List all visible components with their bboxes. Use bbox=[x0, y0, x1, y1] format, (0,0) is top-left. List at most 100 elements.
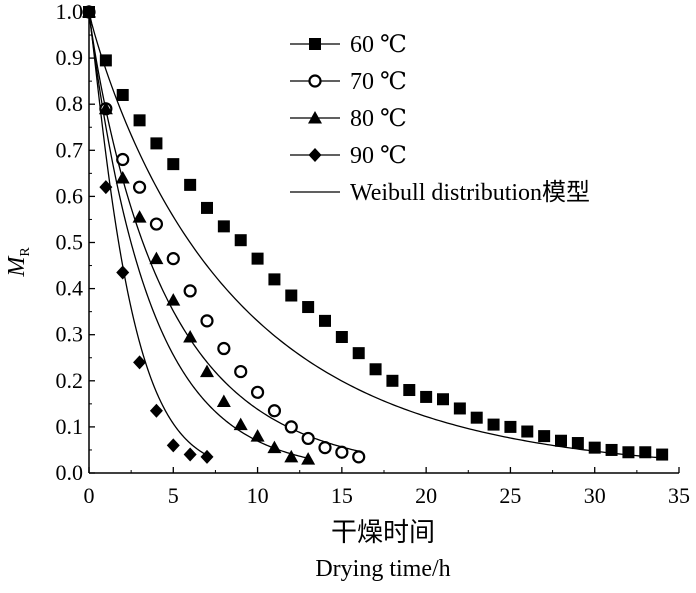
data-point bbox=[571, 437, 584, 450]
x-tick-label: 20 bbox=[415, 483, 437, 508]
legend-label: 90 ℃ bbox=[350, 143, 407, 169]
data-point bbox=[132, 210, 147, 223]
data-point bbox=[200, 449, 214, 464]
legend-label: 80 ℃ bbox=[350, 106, 407, 132]
data-point bbox=[132, 180, 147, 194]
data-point bbox=[267, 440, 282, 454]
data-point bbox=[251, 252, 264, 265]
y-tick-label: 0.6 bbox=[56, 183, 84, 208]
data-point bbox=[82, 5, 96, 19]
x-tick-label: 10 bbox=[247, 483, 269, 508]
data-point bbox=[318, 441, 332, 455]
data-point bbox=[99, 180, 113, 195]
legend-marker bbox=[309, 38, 321, 50]
data-point bbox=[200, 364, 214, 378]
data-point bbox=[149, 217, 164, 231]
data-point bbox=[250, 429, 265, 442]
data-point bbox=[217, 341, 231, 356]
data-point bbox=[420, 390, 433, 403]
data-point bbox=[521, 425, 534, 438]
data-point bbox=[233, 417, 248, 431]
data-point bbox=[98, 101, 113, 115]
data-point bbox=[504, 420, 517, 433]
data-point bbox=[183, 447, 197, 462]
legend-marker bbox=[308, 111, 322, 124]
y-tick-label: 0.0 bbox=[56, 460, 84, 485]
legend-marker bbox=[308, 148, 322, 162]
data-point bbox=[115, 170, 130, 184]
legend-label: 60 ℃ bbox=[350, 32, 407, 58]
x-axis-title-cn: 干燥时间 bbox=[331, 518, 435, 548]
data-point bbox=[656, 448, 669, 461]
x-tick-label: 15 bbox=[331, 483, 353, 508]
data-point bbox=[99, 54, 112, 67]
data-point bbox=[166, 438, 180, 453]
data-markers-layer bbox=[82, 5, 669, 465]
data-point bbox=[622, 446, 635, 459]
data-point bbox=[284, 420, 298, 434]
y-tick-label: 0.7 bbox=[56, 137, 84, 162]
data-point bbox=[555, 434, 567, 447]
data-point bbox=[369, 363, 382, 376]
legend: 60 ℃ 70 ℃ 80 ℃ 90 ℃ Weibull distribution模型 bbox=[290, 32, 590, 206]
data-point bbox=[149, 403, 163, 418]
data-point bbox=[268, 273, 281, 286]
y-tick-label: 0.1 bbox=[56, 414, 84, 439]
y-tick-label: 0.2 bbox=[56, 368, 84, 393]
data-point bbox=[183, 330, 198, 343]
data-point bbox=[470, 411, 483, 424]
y-tick-label: 1.0 bbox=[56, 0, 84, 24]
data-point bbox=[352, 347, 365, 360]
data-point bbox=[588, 441, 601, 454]
data-point bbox=[386, 374, 399, 387]
data-point bbox=[234, 364, 248, 379]
x-tick-label: 5 bbox=[168, 483, 179, 508]
x-tick-label: 30 bbox=[584, 483, 606, 508]
data-point bbox=[285, 289, 298, 302]
y-tick-label: 0.5 bbox=[56, 230, 84, 255]
legend-label: 70 ℃ bbox=[350, 69, 407, 95]
data-point bbox=[167, 158, 180, 171]
data-point bbox=[216, 394, 231, 408]
axes-layer: 0.0 0.1 0.2 0.3 0.4 0.5 0.6 0.7 0.8 0.9 1.0 0 5 10 15 2… bbox=[56, 0, 691, 508]
data-point bbox=[166, 252, 180, 266]
data-point bbox=[301, 452, 316, 465]
fit-curve bbox=[88, 11, 208, 456]
data-point bbox=[538, 430, 551, 443]
fit-curve bbox=[88, 11, 663, 459]
data-point bbox=[234, 234, 247, 247]
x-tick-label: 35 bbox=[668, 483, 690, 508]
data-point bbox=[302, 301, 315, 314]
data-point bbox=[133, 114, 146, 127]
data-point bbox=[184, 178, 197, 191]
data-point bbox=[284, 449, 299, 463]
data-point bbox=[116, 265, 130, 280]
data-point bbox=[319, 314, 331, 327]
y-tick-label: 0.3 bbox=[56, 322, 84, 347]
data-point bbox=[301, 431, 315, 446]
data-point bbox=[250, 385, 265, 399]
data-point bbox=[150, 137, 163, 150]
y-tick-label: 0.9 bbox=[56, 45, 84, 70]
y-axis-title: MR bbox=[4, 247, 33, 278]
data-point bbox=[403, 384, 416, 397]
y-tick-label: 0.8 bbox=[56, 91, 84, 116]
data-point bbox=[352, 450, 366, 464]
data-point bbox=[335, 445, 349, 459]
legend-label: Weibull distribution模型 bbox=[350, 179, 590, 206]
y-tick-label: 0.4 bbox=[56, 276, 84, 301]
data-point bbox=[437, 393, 449, 406]
legend-marker bbox=[308, 74, 322, 88]
data-point bbox=[453, 402, 466, 415]
data-point bbox=[166, 293, 181, 306]
data-point bbox=[605, 443, 618, 456]
data-point bbox=[335, 331, 348, 344]
data-point bbox=[116, 88, 129, 101]
data-point bbox=[133, 355, 147, 370]
fit-curve bbox=[88, 11, 309, 459]
data-point bbox=[183, 284, 197, 298]
data-point bbox=[639, 446, 652, 459]
y-axis-title-sub: R bbox=[18, 247, 33, 257]
